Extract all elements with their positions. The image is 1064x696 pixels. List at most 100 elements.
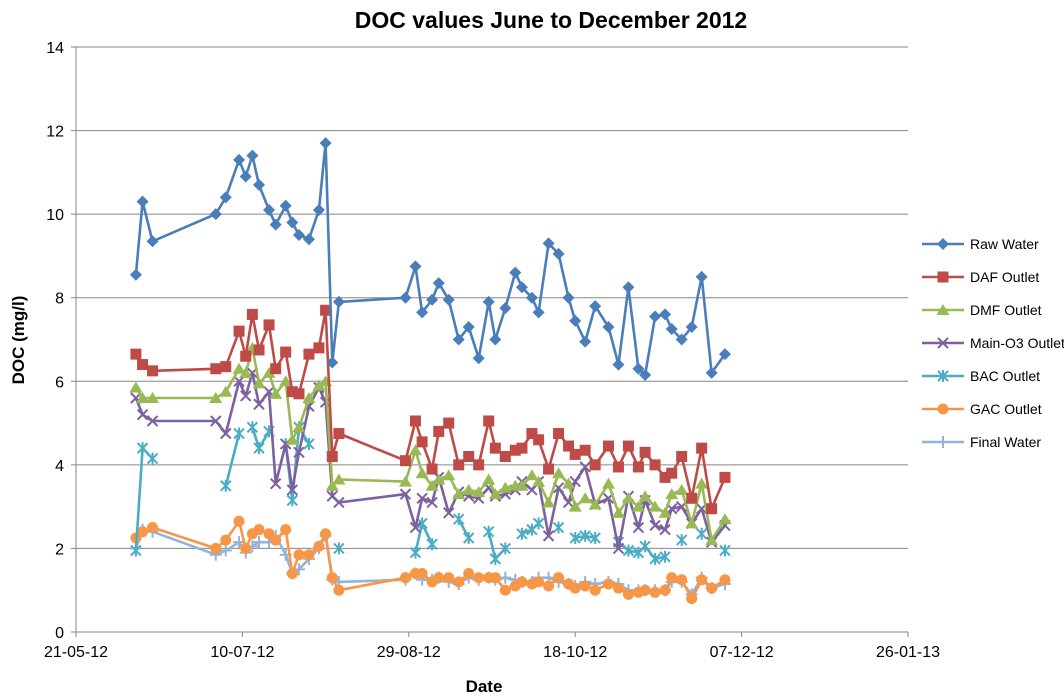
data-point — [137, 359, 148, 370]
data-point — [240, 543, 251, 554]
data-point — [533, 434, 544, 445]
circle-marker-shape — [660, 585, 671, 596]
data-point — [234, 326, 245, 337]
data-point — [623, 589, 634, 600]
circle-marker-shape — [696, 574, 707, 585]
data-point — [640, 447, 651, 458]
data-point — [210, 363, 221, 374]
square-marker-shape — [400, 455, 411, 466]
x-tick-label: 26-01-13 — [876, 644, 940, 661]
data-point — [500, 451, 511, 462]
square-marker-shape — [234, 326, 245, 337]
circle-marker-shape — [623, 589, 634, 600]
data-point — [533, 576, 544, 587]
data-point — [254, 524, 265, 535]
data-point — [280, 347, 291, 358]
y-tick-label: 14 — [46, 40, 64, 57]
legend-label: Raw Water — [970, 236, 1039, 252]
circle-marker-shape — [603, 578, 614, 589]
x-tick-label: 10-07-12 — [210, 644, 274, 661]
data-point — [210, 543, 221, 554]
data-point — [543, 581, 554, 592]
data-point — [130, 349, 141, 360]
square-marker-shape — [570, 449, 581, 460]
square-marker-shape — [427, 464, 438, 475]
circle-marker-shape — [327, 572, 338, 583]
chart-title: DOC values June to December 2012 — [355, 7, 747, 33]
square-marker-shape — [603, 441, 614, 452]
square-marker-shape — [147, 365, 158, 376]
data-point — [650, 459, 661, 470]
x-tick-label: 07-12-12 — [710, 644, 774, 661]
data-point — [640, 585, 651, 596]
circle-marker-shape — [417, 568, 428, 579]
square-marker-shape — [666, 468, 677, 479]
circle-marker-shape — [147, 522, 158, 533]
data-point — [696, 574, 707, 585]
data-point — [280, 524, 291, 535]
data-point — [453, 459, 464, 470]
data-point — [417, 568, 428, 579]
square-marker-shape — [433, 426, 444, 437]
data-point — [303, 349, 314, 360]
data-point — [303, 549, 314, 560]
data-point — [427, 464, 438, 475]
data-point — [613, 583, 624, 594]
square-marker-shape — [623, 441, 634, 452]
circle-marker-shape — [543, 581, 554, 592]
circle-marker-shape — [270, 535, 281, 546]
y-tick-label: 12 — [46, 124, 64, 141]
legend-label: DMF Outlet — [970, 302, 1042, 318]
square-marker-shape — [938, 272, 949, 283]
square-marker-shape — [640, 447, 651, 458]
y-tick-label: 6 — [55, 374, 64, 391]
data-point — [247, 309, 258, 320]
circle-marker-shape — [333, 585, 344, 596]
y-tick-label: 10 — [46, 207, 64, 224]
square-marker-shape — [254, 344, 265, 355]
square-marker-shape — [264, 319, 275, 330]
data-point — [580, 581, 591, 592]
square-marker-shape — [613, 461, 624, 472]
data-point — [483, 415, 494, 426]
circle-marker-shape — [320, 528, 331, 539]
square-marker-shape — [453, 459, 464, 470]
circle-marker-shape — [719, 574, 730, 585]
legend-label: Final Water — [970, 434, 1041, 450]
y-axis-label: DOC (mg/l) — [9, 296, 28, 385]
data-point — [320, 528, 331, 539]
data-point — [240, 351, 251, 362]
circle-marker-shape — [463, 568, 474, 579]
data-point — [220, 535, 231, 546]
circle-marker-shape — [303, 549, 314, 560]
circle-marker-shape — [473, 572, 484, 583]
square-marker-shape — [303, 349, 314, 360]
x-tick-label: 29-08-12 — [377, 644, 441, 661]
data-point — [147, 365, 158, 376]
data-point — [463, 568, 474, 579]
square-marker-shape — [280, 347, 291, 358]
square-marker-shape — [463, 451, 474, 462]
data-point — [327, 451, 338, 462]
circle-marker-shape — [287, 568, 298, 579]
square-marker-shape — [650, 459, 661, 470]
data-point — [313, 541, 324, 552]
circle-marker-shape — [686, 593, 697, 604]
square-marker-shape — [706, 503, 717, 514]
data-point — [490, 572, 501, 583]
legend-label: BAC Outlet — [970, 368, 1040, 384]
data-point — [254, 344, 265, 355]
data-point — [313, 342, 324, 353]
circle-marker-shape — [666, 572, 677, 583]
circle-marker-shape — [706, 583, 717, 594]
data-point — [580, 445, 591, 456]
circle-marker-shape — [580, 581, 591, 592]
circle-marker-shape — [240, 543, 251, 554]
data-point — [590, 585, 601, 596]
data-point — [463, 451, 474, 462]
data-point — [433, 426, 444, 437]
circle-marker-shape — [443, 572, 454, 583]
data-point — [706, 583, 717, 594]
data-point — [264, 319, 275, 330]
